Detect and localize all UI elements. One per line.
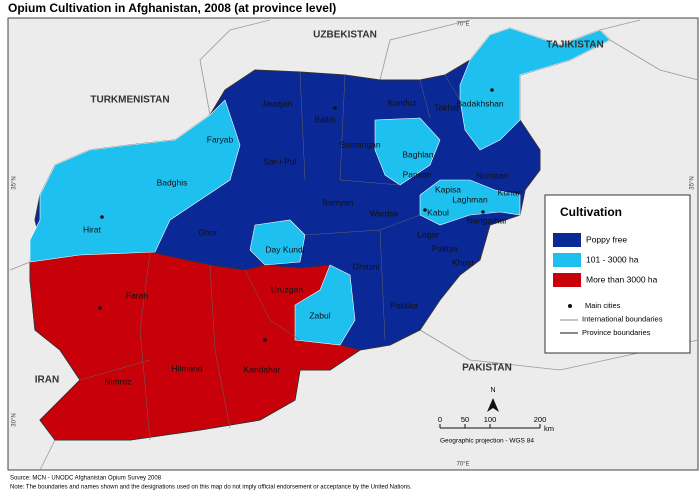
graticule-label: 70°E bbox=[456, 462, 469, 468]
province-label: Uruzgan bbox=[271, 284, 303, 294]
legend-label: Poppy free bbox=[586, 234, 627, 244]
province-label: Hilmand bbox=[171, 363, 202, 373]
graticule-label: 35°N bbox=[12, 176, 18, 189]
legend: Cultivation Poppy free 101 - 3000 ha More … bbox=[544, 194, 691, 354]
source-line: Source: MCN - UNODC Afghanistan Opium Su… bbox=[10, 476, 162, 482]
province-label: Laghman bbox=[452, 194, 488, 204]
province-label: Khost bbox=[452, 257, 474, 267]
province-label: Ghor bbox=[199, 227, 218, 237]
map-title: Opium Cultivation in Afghanistan, 2008 (… bbox=[8, 1, 336, 15]
city bbox=[263, 338, 267, 342]
city bbox=[333, 106, 337, 110]
projection-note: Geographic projection - WGS 84 bbox=[440, 438, 534, 445]
graticule-label: 70°E bbox=[456, 22, 469, 28]
neighbor-boundaries bbox=[9, 19, 699, 471]
scale-tick-label: 200 bbox=[534, 415, 547, 424]
country-labels: UZBEKISTAN TAJIKISTAN TURKMENISTAN IRAN PAKI… bbox=[35, 30, 604, 386]
province-label: Logar bbox=[417, 229, 439, 239]
province-label: Kunar bbox=[498, 187, 521, 197]
legend-swatch bbox=[553, 273, 581, 287]
province-label: Hirat bbox=[83, 224, 102, 234]
province-label: Wardak bbox=[370, 208, 400, 218]
scale-tick-label: 0 bbox=[438, 415, 442, 424]
province-boundaries bbox=[79, 71, 461, 441]
province-label: Kunduz bbox=[388, 97, 417, 107]
province-label: Kapisa bbox=[435, 184, 461, 194]
city bbox=[423, 208, 427, 212]
legend-swatch bbox=[553, 233, 581, 247]
province-label: Faryab bbox=[207, 134, 234, 144]
graticule-label: 30°N bbox=[12, 413, 18, 426]
north-label: N bbox=[490, 387, 495, 394]
country-label: IRAN bbox=[35, 375, 59, 386]
graticule-labels: 70°E 70°E 35°N 35°N 30°N bbox=[12, 22, 696, 468]
legend-symbol-label: Province boundaries bbox=[582, 328, 651, 337]
country-label: TAJIKISTAN bbox=[546, 40, 603, 51]
north-arrow-shape bbox=[487, 398, 499, 412]
province-label: Paktya bbox=[432, 243, 458, 253]
legend-symbol-label: Main cities bbox=[585, 301, 621, 310]
province-label: Bamyan bbox=[322, 197, 353, 207]
province-label: Baghlan bbox=[402, 149, 433, 159]
north-arrow: N bbox=[487, 387, 499, 412]
province-label: Nimroz bbox=[105, 376, 132, 386]
country-label: PAKISTAN bbox=[462, 363, 512, 374]
country-label: UZBEKISTAN bbox=[313, 30, 377, 41]
province-label: Sar-i-Pul bbox=[263, 156, 296, 166]
province-label: Paktika bbox=[390, 300, 418, 310]
legend-swatch bbox=[553, 253, 581, 267]
province-label: Badakhshan bbox=[456, 98, 504, 108]
city bbox=[98, 306, 102, 310]
medium-cultivation-areas bbox=[29, 27, 611, 346]
province-label: Nangarhar bbox=[467, 215, 507, 225]
city bbox=[490, 88, 494, 92]
province-label: Badghis bbox=[157, 177, 188, 187]
city bbox=[481, 210, 485, 214]
scale-tick-label: 50 bbox=[461, 415, 469, 424]
province-label: Parwan bbox=[403, 169, 432, 179]
city bbox=[100, 215, 104, 219]
legend-label: 101 - 3000 ha bbox=[586, 254, 639, 264]
legend-label: More than 3000 ha bbox=[586, 274, 658, 284]
legend-city-symbol bbox=[568, 304, 572, 308]
legend-title: Cultivation bbox=[560, 205, 622, 219]
graticule-label: 35°N bbox=[690, 176, 696, 189]
province-label: Ghazni bbox=[353, 261, 380, 271]
country-label: TURKMENISTAN bbox=[90, 95, 169, 106]
province-label: Balkh bbox=[314, 114, 336, 124]
province-label: Samangan bbox=[339, 139, 380, 149]
province-label: Takhar bbox=[434, 102, 460, 112]
province-label: Nuristan bbox=[476, 170, 508, 180]
province-label: Day Kundi bbox=[265, 244, 304, 254]
scale-unit: km bbox=[544, 424, 554, 433]
note-line: Note: The boundaries and names shown and… bbox=[10, 485, 412, 491]
scale-tick-label: 100 bbox=[484, 415, 497, 424]
cities bbox=[98, 88, 494, 342]
province-label: Zabul bbox=[309, 310, 330, 320]
high-cultivation-area bbox=[29, 251, 361, 441]
province-label: Kandahar bbox=[244, 364, 281, 374]
province-label: Kabul bbox=[427, 207, 449, 217]
legend-symbol-label: International boundaries bbox=[582, 314, 663, 323]
province-label: Jawzjan bbox=[262, 98, 293, 108]
legend-items: Poppy free 101 - 3000 ha More than 3000 ha… bbox=[553, 233, 663, 337]
province-label: Farah bbox=[126, 290, 148, 300]
